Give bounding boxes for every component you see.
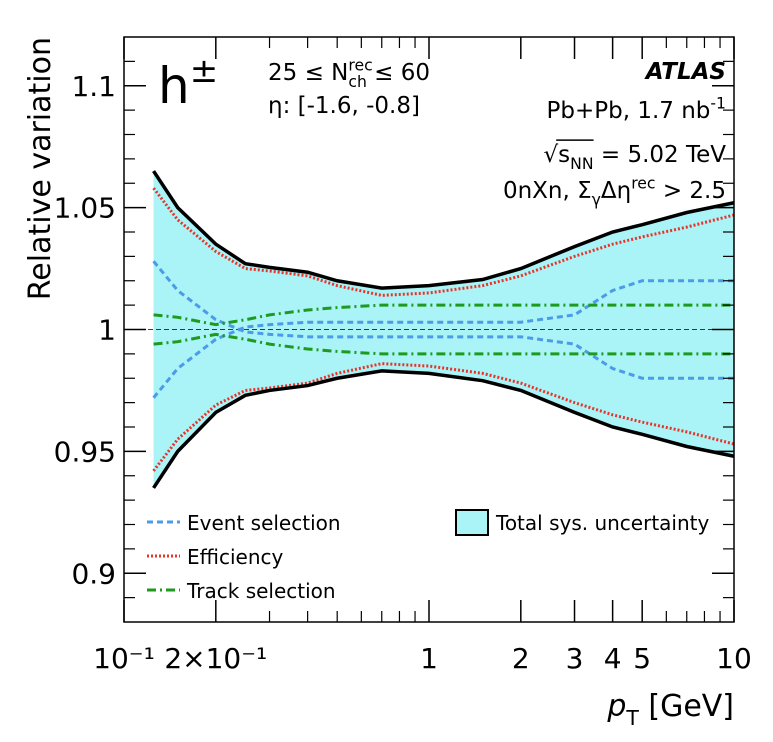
text-part: γ <box>592 190 601 209</box>
text-part: rec <box>348 55 372 74</box>
annotation: 25 ≤ Nrec ch ≤ 60 <box>268 55 430 91</box>
series-line <box>152 187 735 297</box>
annotation: Pb+Pb, 1.7 nb-1 <box>547 93 727 124</box>
x-tick-label: 5 <box>633 642 651 675</box>
text-part: ATLAS <box>644 59 726 85</box>
series-line <box>152 260 734 380</box>
text-part: Δη <box>601 178 631 204</box>
x-tick-label: 4 <box>604 642 622 675</box>
x-tick-label: 2×10⁻¹ <box>164 642 267 675</box>
text-part: = 5.02 TeV <box>594 142 727 168</box>
x-tick-label: 10⁻¹ <box>93 642 155 675</box>
x-tick-label: 3 <box>566 642 584 675</box>
text-part: η: [-1.6, -0.8] <box>268 93 420 119</box>
y-tick-label: 1.1 <box>71 70 116 103</box>
x-tick-label: 2 <box>512 642 530 675</box>
y-tick-label: 0.95 <box>54 435 116 468</box>
annotation: η: [-1.6, -0.8] <box>268 93 420 119</box>
total-edge <box>152 170 735 290</box>
legend-label: Total sys. uncertainty <box>495 511 710 535</box>
legend-label: Event selection <box>187 511 341 535</box>
series-line <box>152 362 735 472</box>
text-part: √ <box>544 142 559 168</box>
text-part: -1 <box>710 93 726 112</box>
text-part: ± <box>190 51 219 91</box>
y-tick-label: 1 <box>98 314 116 347</box>
y-tick-label: 1.05 <box>54 192 116 225</box>
total-edge <box>152 369 735 489</box>
text-part: h <box>158 57 190 115</box>
legend-label: Efficiency <box>187 545 284 569</box>
y-tick-label: 0.9 <box>71 557 116 590</box>
text-part: T <box>625 706 639 730</box>
text-part: rec <box>631 173 655 192</box>
legend-swatch <box>455 509 489 536</box>
series-line <box>152 279 734 399</box>
x-tick-label: 10 <box>716 642 752 675</box>
series-line <box>153 332 734 356</box>
annotation: √sNN = 5.02 TeV <box>544 142 727 173</box>
legend-label: Track selection <box>186 579 336 603</box>
x-tick-label: 1 <box>420 642 438 675</box>
text-part: > 2.5 <box>656 178 726 204</box>
text-part: NN <box>570 154 593 173</box>
annotation: h± <box>158 51 218 115</box>
text-part: ch <box>348 72 367 91</box>
annotation: 0nXn, ΣγΔηrec > 2.5 <box>503 173 726 209</box>
x-axis-label: pT [GeV] <box>606 689 734 730</box>
annotation: ATLAS <box>644 59 726 85</box>
series-line <box>153 303 734 327</box>
text-part: Pb+Pb, 1.7 nb <box>547 98 711 124</box>
y-axis-label: Relative variation <box>23 37 58 300</box>
text-part: ≤ 60 <box>367 60 430 86</box>
text-part: s <box>558 142 570 168</box>
text-part: 25 ≤ N <box>268 60 348 86</box>
text-part: [GeV] <box>639 689 734 724</box>
text-part: 0nXn, Σ <box>503 178 592 204</box>
text-part: p <box>606 689 626 724</box>
